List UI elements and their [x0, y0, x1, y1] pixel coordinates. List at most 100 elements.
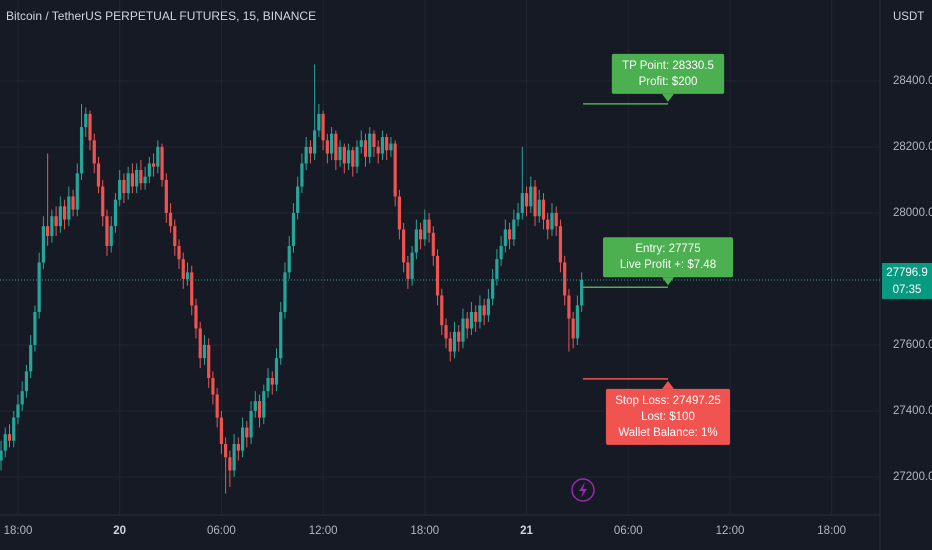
label-text: Stop Loss: 27497.25 — [615, 395, 721, 407]
candle-body — [338, 146, 342, 161]
chart-title: Bitcoin / TetherUS PERPETUAL FUTURES, 15… — [6, 9, 316, 23]
candle-body — [29, 344, 33, 372]
candle-body — [567, 295, 571, 319]
candle-body — [516, 212, 520, 220]
candle-body — [16, 404, 20, 418]
candle-body — [130, 173, 134, 187]
candle-body — [37, 262, 41, 312]
alert-icon-bolt — [579, 482, 587, 498]
countdown-label: 07:35 — [893, 284, 922, 296]
candle-body — [423, 219, 427, 240]
candle-body — [321, 113, 325, 141]
candle-body — [346, 150, 351, 164]
candle-body — [406, 262, 410, 279]
candle-body — [457, 331, 461, 342]
y-tick-label: 28200.0 — [893, 141, 932, 153]
candles — [0, 64, 584, 494]
candle-body — [71, 196, 75, 210]
candle-body — [427, 219, 431, 233]
candle-body — [211, 377, 215, 395]
label-pointer — [662, 93, 674, 102]
label-text: TP Point: 28330.5 — [622, 60, 714, 72]
candle-body — [329, 133, 334, 154]
candle-body — [75, 173, 79, 210]
x-tick-label: 06:00 — [207, 525, 236, 537]
x-tick-label: 18:00 — [410, 525, 439, 537]
candle-body — [101, 186, 105, 217]
candle-body — [232, 444, 236, 471]
grid — [0, 0, 881, 550]
candle-body — [444, 325, 448, 339]
label-text: Profit: $200 — [639, 76, 698, 88]
y-tick-label: 27200.0 — [893, 471, 932, 483]
candle-body — [283, 272, 287, 312]
candle-body — [105, 216, 109, 246]
alert-icon-circle — [571, 478, 595, 502]
candle-body — [376, 146, 380, 154]
candle-body — [185, 272, 190, 279]
y-tick-label: 27600.0 — [893, 339, 932, 351]
candle-body — [245, 427, 249, 438]
candle-body — [79, 127, 84, 174]
x-tick-label: 18:00 — [4, 525, 33, 537]
candle-body — [287, 245, 291, 273]
candle-body — [524, 193, 529, 207]
candle-body — [300, 163, 304, 187]
candle-body — [3, 434, 7, 451]
candle-body — [156, 146, 160, 167]
candle-body — [389, 143, 393, 151]
candle-body — [12, 417, 16, 441]
candle-body — [363, 140, 368, 157]
candle-body — [228, 457, 232, 471]
candle-body — [469, 311, 474, 329]
candle-body — [41, 226, 45, 263]
candle-body — [291, 212, 296, 246]
candle-body — [325, 140, 329, 154]
label-box — [603, 237, 733, 278]
candle-body — [84, 113, 88, 128]
candle-body — [24, 371, 29, 392]
candle-body — [580, 279, 584, 306]
candle-body — [126, 173, 130, 194]
candle-body — [575, 305, 579, 339]
candle-body — [296, 186, 300, 213]
label-pointer — [662, 380, 674, 389]
candle-body — [372, 133, 376, 147]
candle-body — [262, 391, 266, 418]
x-tick-label: 06:00 — [614, 525, 643, 537]
candle-body — [151, 163, 156, 167]
candle-body — [533, 186, 537, 217]
candle-body — [380, 137, 385, 154]
candle-body — [474, 311, 478, 322]
candle-body — [257, 401, 262, 418]
candle-body — [50, 216, 54, 237]
candle-body — [147, 163, 151, 177]
candle-body — [512, 219, 516, 240]
candle-body — [135, 170, 139, 187]
label-text: Wallet Balance: 1% — [618, 427, 717, 439]
candle-body — [317, 113, 321, 131]
candle-body — [368, 133, 372, 157]
last-price-box — [882, 262, 932, 299]
candle-body — [118, 179, 122, 200]
candle-body — [224, 444, 228, 458]
candle-body — [563, 262, 567, 296]
candle-body — [397, 196, 401, 230]
candle-body — [529, 186, 533, 207]
x-tick-label: 18:00 — [817, 525, 846, 537]
candle-body — [304, 146, 308, 164]
candle-body — [198, 328, 202, 359]
candle-body — [194, 305, 198, 329]
candle-body — [7, 434, 12, 441]
label-text: Live Profit +: $7.48 — [620, 259, 716, 271]
candle-body — [448, 338, 452, 352]
label-text: Entry: 27775 — [635, 243, 700, 255]
candle-body — [351, 150, 355, 167]
candle-body — [313, 130, 317, 154]
label-pointer — [662, 277, 674, 286]
candle-body — [495, 259, 499, 279]
alert-icon[interactable] — [571, 478, 595, 502]
candle-body — [308, 146, 312, 154]
candle-body — [207, 344, 211, 378]
y-tick-label: 27400.0 — [893, 405, 932, 417]
